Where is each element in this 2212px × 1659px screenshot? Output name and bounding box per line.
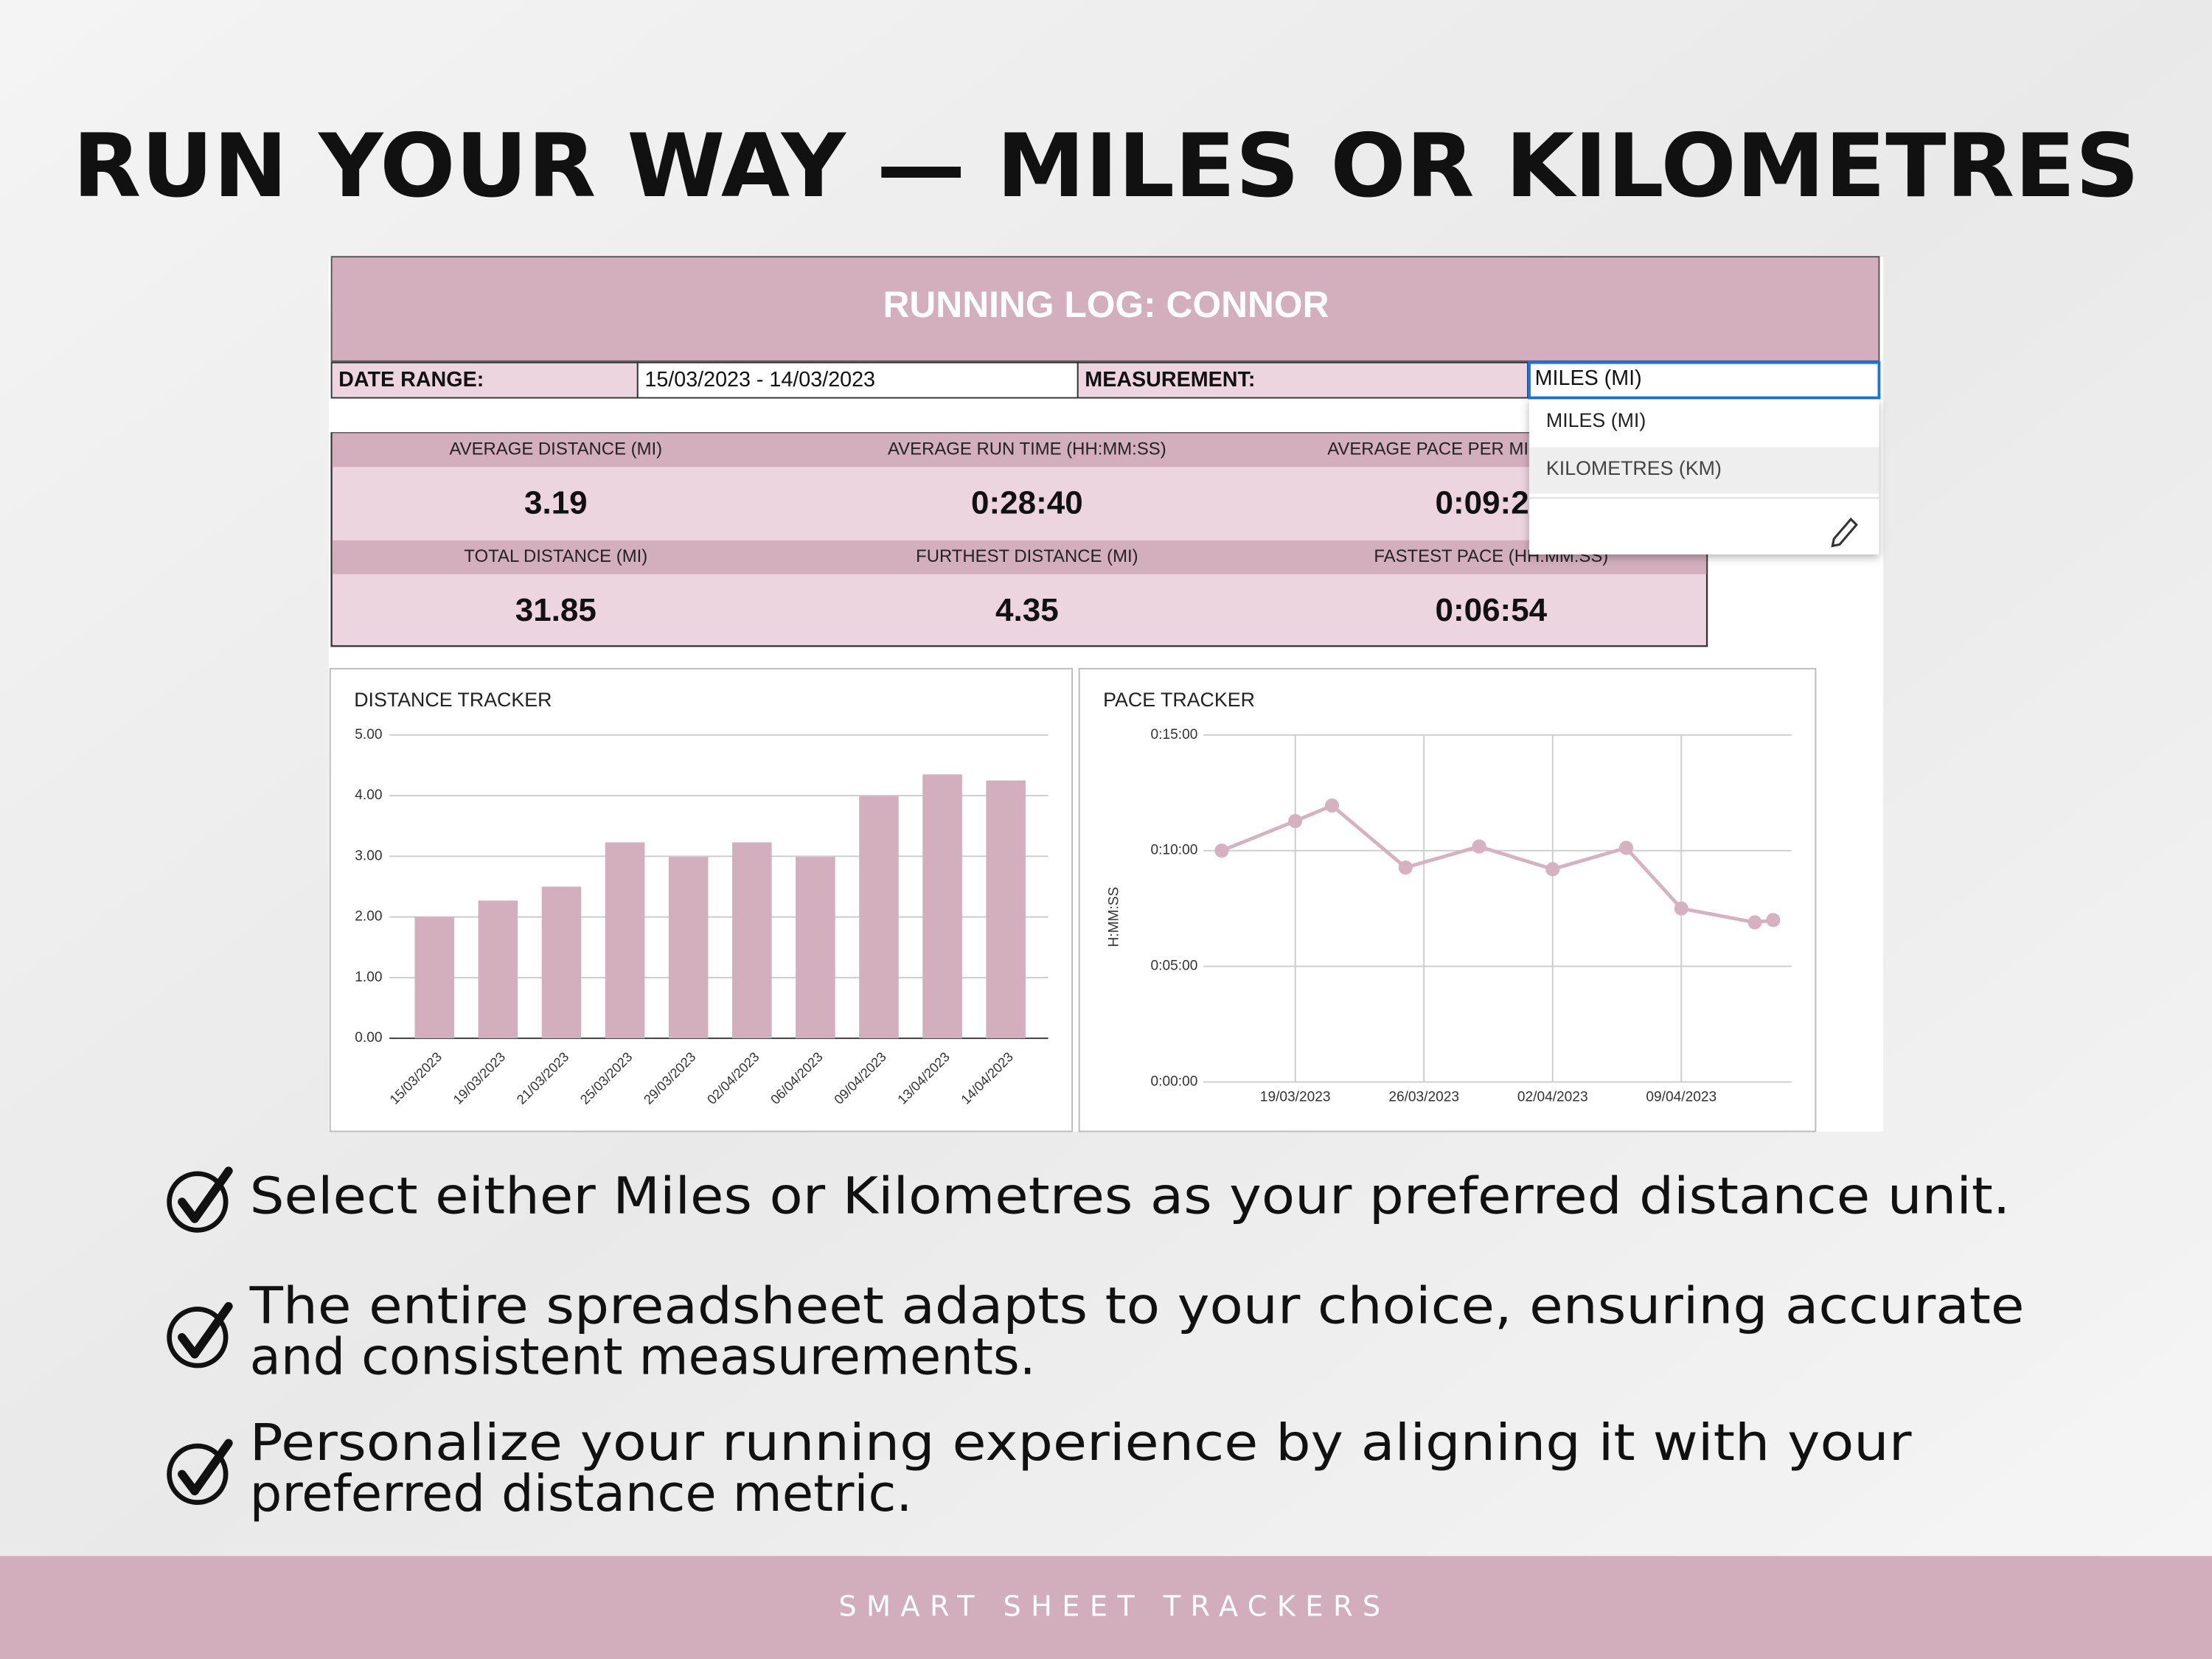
stat-value: 4.35 xyxy=(995,592,1059,628)
sheet-title: RUNNING LOG: CONNOR xyxy=(883,284,1329,325)
bar xyxy=(796,857,835,1039)
y-tick-label: 0.00 xyxy=(355,1030,382,1046)
check-icon xyxy=(167,1443,229,1505)
y-tick-label: 0:00:00 xyxy=(1151,1074,1198,1090)
y-tick-label: 0:10:00 xyxy=(1151,843,1198,858)
bar xyxy=(541,886,582,1039)
bar xyxy=(859,796,899,1039)
bullets: Select either Miles or Kilometres as you… xyxy=(167,1166,2025,1523)
check-icon xyxy=(167,1307,229,1368)
y-tick-label: 0:05:00 xyxy=(1151,959,1198,974)
stat-value: 31.85 xyxy=(515,592,597,628)
check-icon xyxy=(178,1301,233,1359)
y-tick-label: 1.00 xyxy=(355,970,382,985)
pace-line xyxy=(1221,803,1774,925)
edit-icon[interactable] xyxy=(1831,517,1858,548)
bar xyxy=(605,842,645,1039)
x-tick-label: 02/04/2023 xyxy=(1517,1090,1588,1105)
point xyxy=(1288,813,1303,829)
bar xyxy=(986,780,1026,1039)
chart-box xyxy=(1078,667,1817,1133)
stats-label-row xyxy=(332,433,1707,467)
stat-label: FURTHEST DISTANCE (MI) xyxy=(916,546,1138,566)
stat-value: 0:09:20 xyxy=(1435,485,1547,521)
stats-box xyxy=(330,432,1708,647)
y-tick-label: 5.00 xyxy=(355,727,382,742)
y-tick-label: 4.00 xyxy=(355,787,382,803)
x-tick-label: 19/03/2023 xyxy=(1260,1090,1331,1105)
cell xyxy=(1077,361,1529,399)
option[interactable]: KILOMETRES (KM) xyxy=(1546,457,1722,479)
stat-label: TOTAL DISTANCE (MI) xyxy=(464,546,647,566)
bar xyxy=(668,857,709,1039)
bullet-text: The entire spreadsheet adapts to your ch… xyxy=(249,1277,2025,1336)
bar xyxy=(414,917,455,1039)
point xyxy=(1766,913,1781,928)
bullet-text: and consistent measurements. xyxy=(250,1327,1036,1386)
bullet-text: Personalize your running experience by a… xyxy=(250,1413,1913,1472)
x-tick-label: 09/04/2023 xyxy=(1646,1090,1717,1105)
stat-label: AVERAGE RUN TIME (HH:MM:SS) xyxy=(888,439,1166,459)
footer xyxy=(0,1556,2212,1659)
date-range: 15/03/2023 - 14/03/2023 xyxy=(644,368,875,392)
charts: DISTANCE TRACKER 0.00 1.00 2.00 3.00 4.00 5.00… xyxy=(329,667,1817,1133)
footer-text: SMART SHEET TRACKERS xyxy=(838,1590,1390,1624)
point xyxy=(1618,841,1634,855)
point xyxy=(1747,915,1762,930)
y-axis-label: H:MM:SS xyxy=(1107,887,1122,947)
measurement: MILES (MI) xyxy=(1535,366,1642,390)
point xyxy=(1214,844,1229,858)
bar xyxy=(731,842,772,1039)
check-icon xyxy=(167,1171,229,1233)
y-tick-label: 0:15:00 xyxy=(1151,727,1198,742)
chart-title: DISTANCE TRACKER xyxy=(354,689,552,711)
y-tick-label: 2.00 xyxy=(355,909,382,925)
option[interactable]: MILES (MI) xyxy=(1546,409,1646,431)
stats-label-row xyxy=(332,540,1707,574)
bar xyxy=(478,900,518,1039)
point xyxy=(1324,798,1340,813)
stat-label: AVERAGE DISTANCE (MI) xyxy=(449,439,662,459)
point xyxy=(1472,839,1486,854)
check-icon xyxy=(178,1166,233,1223)
stats: AVERAGE DISTANCE (MI) 3.19 AVERAGE RUN TIM… xyxy=(330,432,1708,647)
bar xyxy=(922,774,962,1039)
sheet-header xyxy=(330,256,1880,362)
stat-value: 0:06:54 xyxy=(1435,592,1547,628)
bullet-text: Select either Miles or Kilometres as you… xyxy=(250,1166,2011,1225)
chart-title: PACE TRACKER xyxy=(1103,689,1255,711)
point xyxy=(1545,862,1560,877)
dropdown-input[interactable] xyxy=(1528,361,1881,400)
stat-value: 0:28:40 xyxy=(971,485,1083,521)
x-tick-label: 26/03/2023 xyxy=(1388,1090,1459,1105)
stat-value: 3.19 xyxy=(524,485,588,521)
bullet-text: preferred distance metric. xyxy=(250,1464,913,1523)
page-title: RUN YOUR WAY — MILES OR KILOMETRES xyxy=(73,115,2140,217)
y-tick-label: 3.00 xyxy=(355,848,382,863)
label: DATE RANGE: xyxy=(338,368,484,392)
check-icon xyxy=(178,1439,233,1496)
option-highlight xyxy=(1528,447,1879,494)
point xyxy=(1398,860,1413,875)
label: MEASUREMENT: xyxy=(1085,368,1255,392)
point xyxy=(1674,901,1688,916)
